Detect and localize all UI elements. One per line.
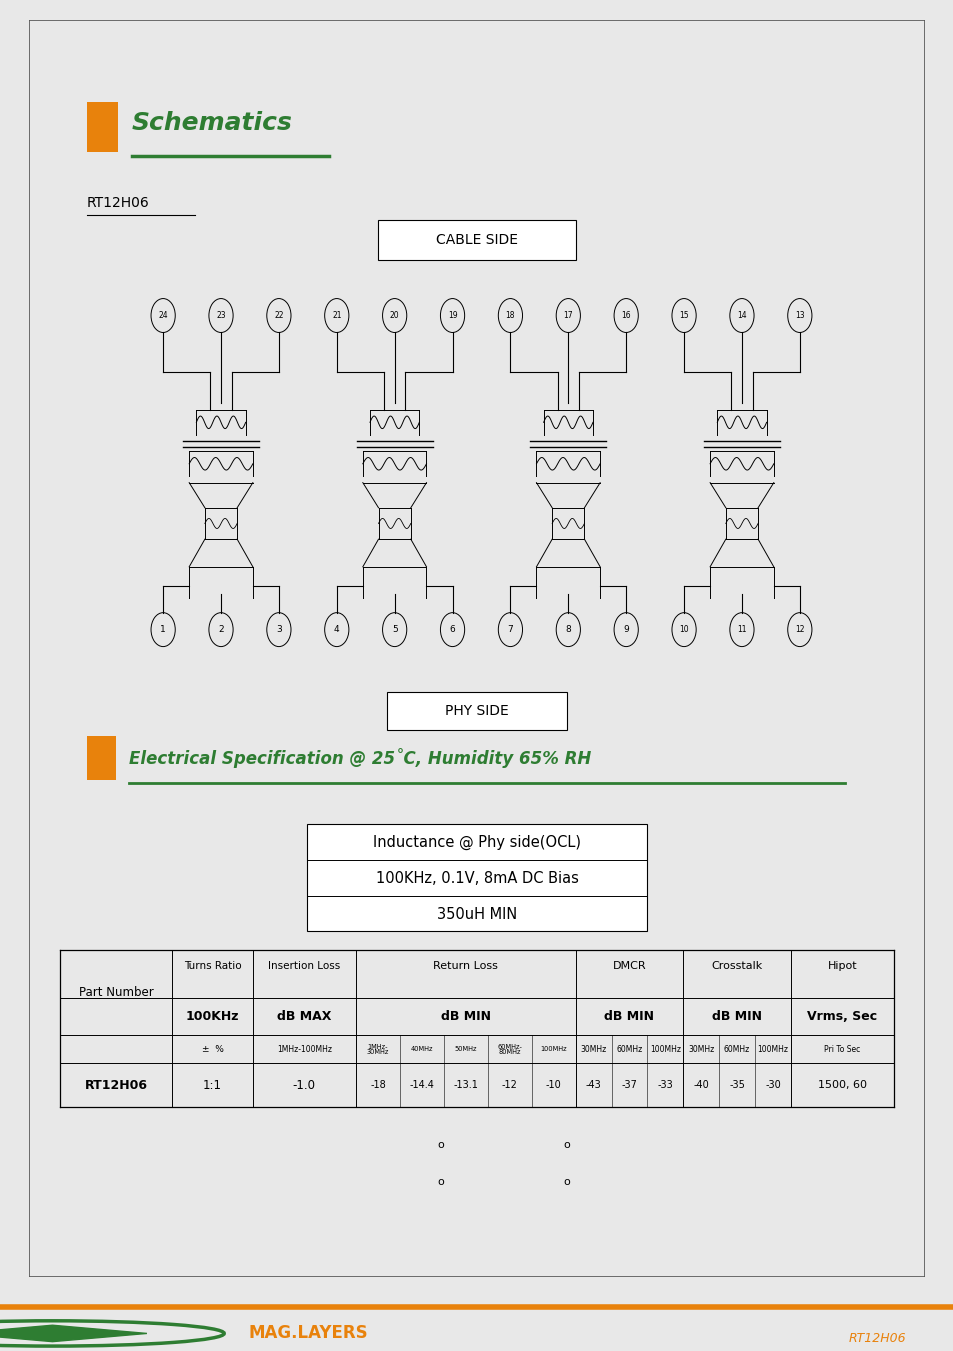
Text: 1MHz-100MHz: 1MHz-100MHz [276, 1044, 332, 1054]
Text: 2: 2 [218, 626, 224, 634]
Text: o: o [437, 1140, 444, 1150]
Text: 350uH MIN: 350uH MIN [436, 908, 517, 923]
Text: Vrms, Sec: Vrms, Sec [806, 1011, 877, 1023]
Bar [306, 824, 647, 931]
Text: MAG.LAYERS: MAG.LAYERS [248, 1324, 367, 1343]
Text: 7: 7 [507, 626, 513, 634]
Text: -37: -37 [620, 1079, 637, 1090]
Text: 60MHz-
80MHz: 60MHz- 80MHz [497, 1044, 521, 1055]
Text: 1: 1 [160, 626, 166, 634]
Text: 100KHz: 100KHz [186, 1011, 239, 1023]
Text: -10: -10 [545, 1079, 561, 1090]
Text: RT12H06: RT12H06 [85, 1078, 148, 1092]
Text: 14: 14 [737, 311, 746, 320]
Text: DMCR: DMCR [612, 961, 645, 971]
Text: 1500, 60: 1500, 60 [817, 1079, 866, 1090]
Text: 11: 11 [737, 626, 746, 634]
Text: Crosstalk: Crosstalk [711, 961, 761, 971]
Text: -1.0: -1.0 [293, 1078, 315, 1092]
Text: -13.1: -13.1 [453, 1079, 477, 1090]
Text: dB MIN: dB MIN [604, 1011, 654, 1023]
Text: 30MHz: 30MHz [579, 1044, 606, 1054]
Text: ±  %: ± % [201, 1044, 223, 1054]
Text: 100MHz: 100MHz [757, 1044, 787, 1054]
Text: Electrical Specification @ 25˚C, Humidity 65% RH: Electrical Specification @ 25˚C, Humidit… [129, 748, 591, 769]
Text: o: o [562, 1140, 570, 1150]
Bar [387, 693, 566, 730]
Text: 100KHz, 0.1V, 8mA DC Bias: 100KHz, 0.1V, 8mA DC Bias [375, 871, 578, 886]
Text: 4: 4 [334, 626, 339, 634]
Bar [378, 220, 575, 261]
Text: 24: 24 [158, 311, 168, 320]
Text: Return Loss: Return Loss [433, 961, 497, 971]
Text: 15: 15 [679, 311, 688, 320]
Text: Insertion Loss: Insertion Loss [268, 961, 340, 971]
Text: 30MHz: 30MHz [687, 1044, 714, 1054]
Bar [87, 736, 115, 781]
Text: 10: 10 [679, 626, 688, 634]
Text: o: o [562, 1178, 570, 1188]
Text: -14.4: -14.4 [409, 1079, 434, 1090]
Text: -30: -30 [764, 1079, 780, 1090]
Text: 1:1: 1:1 [203, 1078, 222, 1092]
Text: 23: 23 [216, 311, 226, 320]
Text: 100MHz: 100MHz [649, 1044, 680, 1054]
Text: Hipot: Hipot [827, 961, 857, 971]
Text: 60MHz: 60MHz [723, 1044, 749, 1054]
Text: -18: -18 [370, 1079, 385, 1090]
Text: dB MIN: dB MIN [711, 1011, 761, 1023]
Text: RT12H06: RT12H06 [87, 196, 150, 211]
Text: -33: -33 [657, 1079, 673, 1090]
Text: 3: 3 [275, 626, 281, 634]
Text: 21: 21 [332, 311, 341, 320]
Text: 6: 6 [449, 626, 455, 634]
Text: 22: 22 [274, 311, 283, 320]
Text: -40: -40 [693, 1079, 708, 1090]
Text: o: o [437, 1178, 444, 1188]
Text: Inductance @ Phy side(OCL): Inductance @ Phy side(OCL) [373, 835, 580, 850]
Text: Schematics: Schematics [132, 111, 293, 135]
Text: 19: 19 [447, 311, 456, 320]
Text: -35: -35 [728, 1079, 744, 1090]
Bar [87, 101, 118, 153]
Text: 13: 13 [794, 311, 803, 320]
Text: CABLE SIDE: CABLE SIDE [436, 234, 517, 247]
Text: 16: 16 [620, 311, 630, 320]
Text: 12: 12 [794, 626, 803, 634]
Text: PHY SIDE: PHY SIDE [445, 704, 508, 719]
Text: 50MHz: 50MHz [454, 1046, 476, 1052]
Text: Turns Ratio: Turns Ratio [183, 961, 241, 971]
Text: dB MAX: dB MAX [277, 1011, 332, 1023]
Text: 40MHz: 40MHz [410, 1046, 433, 1052]
Text: 100MHz: 100MHz [539, 1046, 566, 1052]
Polygon shape [0, 1325, 147, 1342]
Text: 17: 17 [563, 311, 573, 320]
Text: Part Number: Part Number [78, 986, 153, 1000]
Text: 8: 8 [565, 626, 571, 634]
Text: -43: -43 [585, 1079, 600, 1090]
Text: 20: 20 [390, 311, 399, 320]
Text: Pri To Sec: Pri To Sec [823, 1044, 860, 1054]
Text: 5: 5 [392, 626, 397, 634]
Text: 18: 18 [505, 311, 515, 320]
Text: -12: -12 [501, 1079, 517, 1090]
Text: 1MHz-
30MHz: 1MHz- 30MHz [366, 1044, 389, 1055]
Text: dB MIN: dB MIN [440, 1011, 490, 1023]
Text: 60MHz: 60MHz [616, 1044, 642, 1054]
Text: 9: 9 [622, 626, 628, 634]
Text: RT12H06: RT12H06 [848, 1332, 905, 1344]
